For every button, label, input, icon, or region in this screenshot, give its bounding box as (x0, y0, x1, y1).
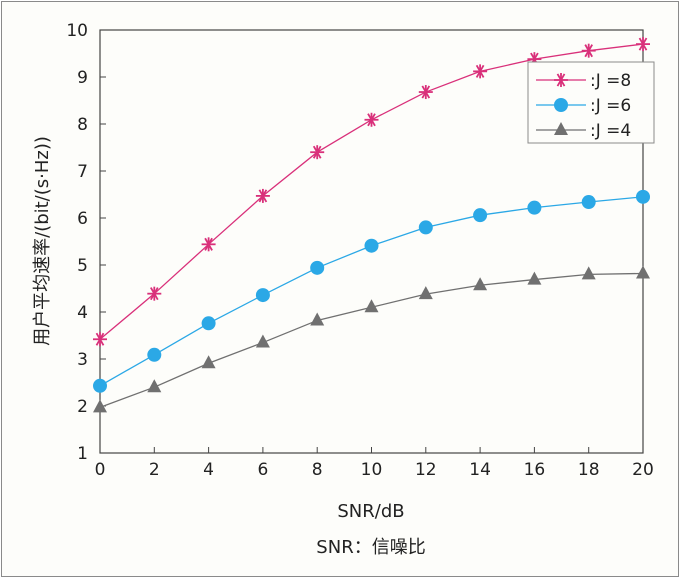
data-point-circle (255, 288, 270, 303)
data-point-circle (310, 260, 325, 275)
x-tick-label: 4 (203, 460, 214, 480)
data-point-asterisk (201, 237, 216, 252)
data-point-circle (636, 189, 650, 204)
x-axis-label: SNR/dB (337, 501, 404, 522)
y-tick-label: 9 (77, 68, 88, 88)
data-point-triangle (201, 355, 216, 369)
x-tick-label: 12 (415, 460, 437, 480)
data-point-asterisk (636, 37, 650, 52)
y-tick-label: 6 (77, 209, 88, 229)
x-tick-label: 18 (578, 460, 600, 480)
chart-caption: SNR：信噪比 (316, 537, 425, 558)
data-point-triangle (581, 266, 596, 280)
y-tick-label: 7 (77, 162, 88, 182)
series-layer (93, 37, 650, 413)
x-tick-label: 2 (149, 460, 160, 480)
y-tick-label: 10 (66, 21, 88, 41)
x-tick-label: 6 (257, 460, 268, 480)
y-tick-label: 4 (77, 303, 88, 323)
y-tick-label: 5 (77, 256, 88, 276)
legend-label: :J =6 (590, 96, 631, 116)
data-point-asterisk (418, 85, 433, 100)
data-point-circle (527, 200, 542, 215)
x-tick-label: 14 (469, 460, 491, 480)
x-tick-label: 16 (524, 460, 546, 480)
data-point-triangle (636, 265, 650, 279)
data-point-circle (364, 238, 379, 253)
y-tick-label: 8 (77, 115, 88, 135)
data-point-triangle (418, 286, 433, 300)
y-axis-label: 用户平均速率/(bit/(s·Hz)) (32, 136, 53, 346)
legend: :J =8 :J =6 :J =4 (527, 61, 655, 144)
data-point-asterisk (581, 43, 596, 58)
series-3 (93, 265, 650, 413)
data-point-circle (473, 208, 488, 223)
data-point-asterisk (310, 145, 325, 160)
y-tick-label: 2 (77, 397, 88, 417)
legend-entry: :J =8 (536, 71, 631, 91)
data-point-circle (554, 98, 568, 112)
data-point-triangle (554, 122, 568, 135)
x-tick-label: 0 (95, 460, 106, 480)
y-tick-label: 1 (77, 444, 88, 464)
data-point-asterisk (147, 286, 162, 301)
data-point-triangle (255, 334, 270, 348)
legend-entry: :J =4 (536, 121, 631, 141)
series-line (99, 272, 644, 409)
data-point-triangle (147, 379, 162, 393)
data-point-circle (581, 195, 596, 210)
data-point-triangle (93, 399, 107, 413)
series-2 (93, 189, 650, 393)
data-point-asterisk (255, 188, 270, 203)
data-point-circle (93, 378, 107, 393)
legend-entry: :J =6 (536, 96, 631, 116)
data-point-asterisk (364, 112, 379, 127)
x-tick-label: 20 (632, 460, 654, 480)
series-1 (93, 37, 650, 347)
data-point-triangle (310, 312, 325, 326)
data-point-circle (201, 316, 216, 331)
data-point-triangle (527, 271, 542, 285)
legend-label: :J =8 (590, 71, 631, 91)
y-tick-label: 3 (77, 350, 88, 370)
data-point-circle (147, 347, 162, 362)
data-point-asterisk (554, 73, 568, 87)
legend-label: :J =4 (590, 121, 631, 141)
series-line (99, 196, 644, 387)
x-tick-label: 8 (312, 460, 323, 480)
x-tick-label: 10 (361, 460, 383, 480)
data-point-circle (418, 220, 433, 235)
data-point-triangle (473, 277, 488, 291)
data-point-asterisk (473, 64, 488, 79)
data-point-asterisk (93, 332, 107, 347)
data-point-triangle (364, 299, 379, 313)
